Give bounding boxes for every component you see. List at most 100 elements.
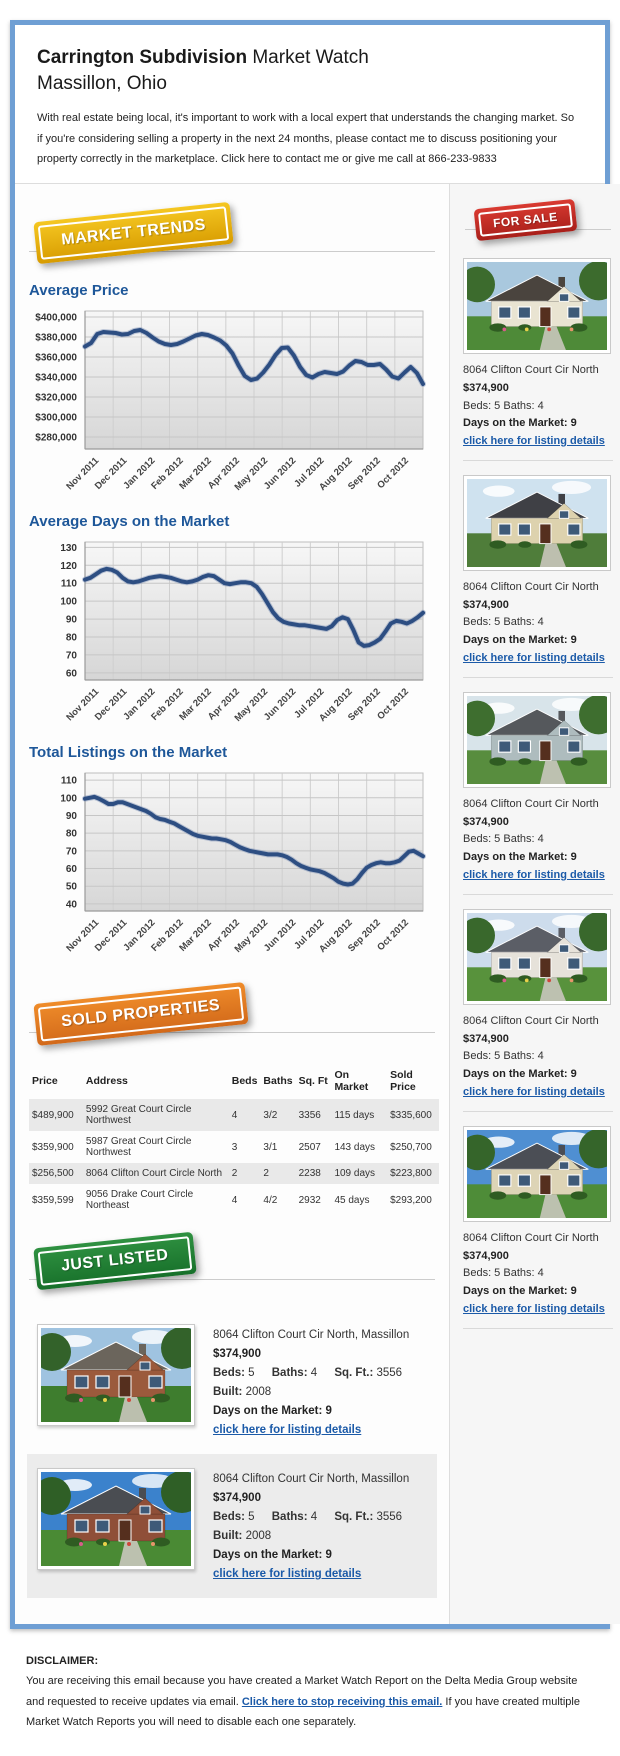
svg-text:$360,000: $360,000 — [35, 353, 77, 364]
listing-address: 8064 Clifton Court Cir North — [463, 798, 599, 811]
listing-price: $374,900 — [463, 598, 509, 611]
cell-sold-price: $223,800 — [390, 1168, 432, 1180]
listing-details-link[interactable]: click here for listing details — [463, 434, 605, 447]
property-photo-frame — [463, 1126, 611, 1223]
beds-value: 5 — [244, 1511, 255, 1524]
for-sale-listing-details: 8064 Clifton Court Cir North $374,900 Be… — [463, 579, 613, 667]
sold-properties-badge: SOLD PROPERTIES — [33, 982, 249, 1047]
svg-text:90: 90 — [66, 811, 78, 822]
cell-on-market: 115 days — [334, 1109, 375, 1121]
table-row: $489,900 5992 Great Court Circle Northwe… — [29, 1099, 439, 1132]
property-photo — [467, 913, 607, 1002]
beds-label: Beds: — [213, 1367, 245, 1380]
listing-beds-baths: Beds: 5 Baths: 4 — [463, 616, 544, 629]
listing-details-link[interactable]: click here for listing details — [463, 651, 605, 664]
built-value: 2008 — [242, 1386, 272, 1399]
property-photo-frame — [463, 692, 611, 789]
property-photo-frame — [37, 1324, 195, 1427]
svg-text:130: 130 — [60, 543, 77, 554]
svg-text:110: 110 — [61, 579, 78, 590]
sidebar: FOR SALE 8064 Clifton Court Cir North $3… — [449, 184, 620, 1624]
beds-label: Beds: — [213, 1511, 245, 1524]
content: MARKET TRENDS Average Price $400,000 $380… — [15, 183, 620, 1624]
just-listed-item: 8064 Clifton Court Cir North, Massillon … — [27, 1454, 437, 1598]
svg-text:80: 80 — [66, 829, 78, 840]
col-header-sqft: Sq. Ft — [298, 1075, 328, 1088]
listing-details-link[interactable]: click here for listing details — [463, 868, 605, 881]
cell-address: 8064 Clifton Court Circle North — [85, 1168, 223, 1180]
days-on-market: Days on the Market: 9 — [463, 1068, 577, 1080]
divider — [463, 894, 613, 896]
divider — [29, 1279, 435, 1281]
listing-details-link[interactable]: click here for listing details — [463, 1085, 605, 1098]
table-row: $256,500 8064 Clifton Court Circle North… — [29, 1163, 439, 1185]
svg-text:100: 100 — [60, 794, 77, 805]
cell-sqft: 2238 — [298, 1168, 321, 1180]
col-header-baths: Baths — [263, 1075, 293, 1088]
listing-details-link[interactable]: click here for listing details — [463, 1302, 605, 1315]
just-listed-badge: JUST LISTED — [33, 1232, 197, 1291]
cell-address: 5987 Great Court Circle Northwest — [85, 1136, 192, 1159]
listing-details-link[interactable]: click here for listing details — [213, 1567, 362, 1580]
baths-label: Baths: — [271, 1511, 308, 1524]
sold-properties-badge-label: SOLD PROPERTIES — [37, 986, 244, 1042]
cell-beds: 3 — [231, 1141, 238, 1153]
intro-text: With real estate being local, it's impor… — [37, 112, 575, 165]
sqft-value: 3556 — [373, 1511, 403, 1524]
baths-value: 4 — [307, 1367, 318, 1380]
page-title: Carrington Subdivision Market Watch — [37, 45, 583, 72]
listing-details-link[interactable]: click here for listing details — [213, 1424, 362, 1437]
beds-value: 5 — [244, 1367, 255, 1380]
chart-average-price: Average Price $400,000 $380,000 $360,000 $3… — [27, 282, 437, 501]
chart-title: Total Listings on the Market — [29, 744, 228, 762]
for-sale-listing-details: 8064 Clifton Court Cir North $374,900 Be… — [463, 362, 613, 450]
listing-address: 8064 Clifton Court Cir North — [463, 364, 599, 377]
for-sale-list: 8064 Clifton Court Cir North $374,900 Be… — [463, 258, 613, 1330]
cell-address: 9056 Drake Court Circle Northeast — [85, 1189, 194, 1212]
for-sale-listing: 8064 Clifton Court Cir North $374,900 Be… — [463, 909, 613, 1113]
market-trends-badge: MARKET TRENDS — [33, 202, 234, 265]
for-sale-listing-details: 8064 Clifton Court Cir North $374,900 Be… — [463, 1013, 613, 1101]
listing-address: 8064 Clifton Court Cir North — [463, 1015, 599, 1028]
sqft-label: Sq. Ft.: — [334, 1511, 374, 1524]
chart-title: Average Price — [29, 282, 129, 300]
for-sale-listing-details: 8064 Clifton Court Cir North $374,900 Be… — [463, 1230, 613, 1318]
property-photo — [467, 262, 607, 351]
cell-beds: 4 — [231, 1194, 238, 1206]
for-sale-listing: 8064 Clifton Court Cir North $374,900 Be… — [463, 475, 613, 679]
days-on-market: Days on the Market: 9 — [463, 634, 577, 647]
page-title-rest: Market Watch — [247, 47, 369, 68]
listing-price: $374,900 — [463, 1249, 509, 1262]
cell-baths: 3/1 — [263, 1141, 278, 1153]
days-on-market: Days on the Market: 9 — [213, 1405, 332, 1418]
col-header-beds: Beds — [231, 1075, 258, 1088]
for-sale-badge: FOR SALE — [473, 199, 578, 242]
sold-properties-table: Price Address Beds Baths Sq. Ft On Marke… — [29, 1063, 439, 1216]
disclaimer-heading: DISCLAIMER: — [26, 1654, 99, 1667]
main-column: MARKET TRENDS Average Price $400,000 $380… — [15, 184, 449, 1624]
cell-beds: 4 — [231, 1109, 238, 1121]
divider — [463, 1111, 613, 1113]
cell-on-market: 109 days — [334, 1168, 376, 1180]
property-photo — [467, 479, 607, 568]
col-header-sold-price: Sold Price — [390, 1069, 416, 1094]
listing-address: 8064 Clifton Court Cir North — [463, 1232, 599, 1245]
divider — [29, 251, 435, 253]
listing-price: $374,900 — [463, 1032, 509, 1045]
divider — [463, 1328, 613, 1330]
property-photo-frame — [463, 475, 611, 572]
cell-on-market: 143 days — [334, 1141, 376, 1153]
property-photo-frame — [37, 1468, 195, 1571]
just-listed-section-header: JUST LISTED — [27, 1232, 437, 1294]
unsubscribe-link[interactable]: Click here to stop receiving this email. — [241, 1695, 443, 1708]
cell-on-market: 45 days — [334, 1194, 370, 1206]
average-price-chart: $400,000 $380,000 $360,000 $340,000 $320,000… — [35, 310, 426, 493]
table-header-row: Price Address Beds Baths Sq. Ft On Marke… — [29, 1063, 439, 1099]
baths-label: Baths: — [271, 1367, 308, 1380]
col-header-on-market: On Market — [334, 1069, 369, 1094]
svg-text:120: 120 — [60, 561, 77, 572]
cell-baths: 2 — [263, 1168, 269, 1180]
svg-text:90: 90 — [66, 615, 78, 626]
